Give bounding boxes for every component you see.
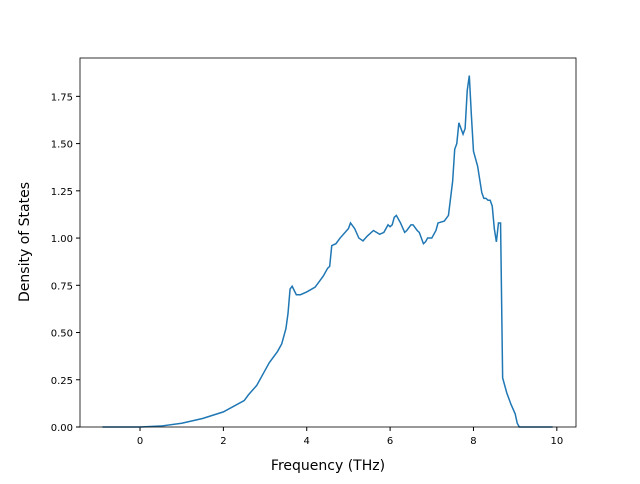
x-tick-label: 2 xyxy=(220,436,226,447)
x-tick-label: 6 xyxy=(387,436,393,447)
y-tick-label: 0.00 xyxy=(51,423,73,434)
x-tick-label: 10 xyxy=(550,436,563,447)
y-axis-label: Density of States xyxy=(17,182,33,302)
x-tick-label: 0 xyxy=(137,436,143,447)
y-tick-label: 0.75 xyxy=(51,281,73,292)
y-tick-label: 1.25 xyxy=(51,187,73,198)
y-tick-label: 0.25 xyxy=(51,376,73,387)
x-tick-label: 8 xyxy=(470,436,476,447)
y-tick-label: 1.75 xyxy=(51,92,73,103)
x-tick-label: 4 xyxy=(304,436,310,447)
line-series xyxy=(102,75,553,428)
y-tick-label: 1.00 xyxy=(51,234,73,245)
plot-frame xyxy=(79,57,577,428)
x-axis-label: Frequency (THz) xyxy=(271,458,385,474)
y-tick-label: 0.50 xyxy=(51,329,73,340)
y-tick-label: 1.50 xyxy=(51,140,73,151)
